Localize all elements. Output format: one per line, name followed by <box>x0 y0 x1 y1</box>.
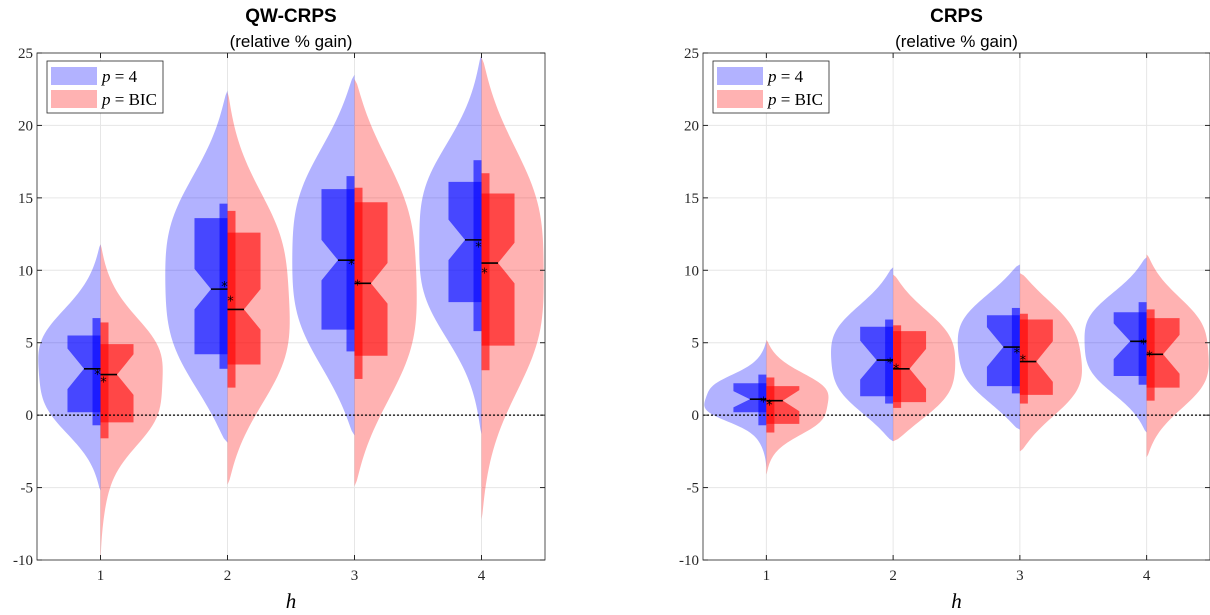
box <box>1113 312 1147 377</box>
series-pbic: **** <box>100 57 544 560</box>
violin-half <box>957 264 1020 430</box>
mean-marker: * <box>221 280 228 295</box>
mean-marker: * <box>481 267 488 282</box>
plot-area <box>703 53 1210 560</box>
legend-swatch <box>717 67 763 85</box>
violin-half <box>766 339 829 475</box>
legend-box <box>712 60 830 114</box>
mean-marker: * <box>1146 349 1153 364</box>
mean-marker: * <box>760 396 767 411</box>
mean-marker: * <box>1020 354 1027 369</box>
mean-marker: * <box>94 368 101 383</box>
box <box>860 326 894 397</box>
violin-half <box>38 244 101 491</box>
x-tick-label: 4 <box>478 568 486 584</box>
box <box>448 181 482 303</box>
mean-marker: * <box>354 278 361 293</box>
chart-subtitle: (relative % gain) <box>895 32 1018 51</box>
series-p4: **** <box>704 257 1147 468</box>
violin-half <box>292 74 355 436</box>
legend-label: p = BIC <box>767 90 823 109</box>
mean-marker: * <box>1140 338 1147 353</box>
legend: p = 4 p = BIC <box>46 60 164 114</box>
mean-marker: * <box>227 294 234 309</box>
violin-half <box>1146 254 1209 458</box>
y-tick-label: 5 <box>26 336 34 352</box>
box <box>1146 318 1180 388</box>
violin-half <box>831 267 894 442</box>
axes-frame <box>36 52 546 561</box>
box <box>67 335 101 413</box>
x-axis-label: h <box>951 589 962 613</box>
violin-half <box>419 54 482 434</box>
mean-marker: * <box>475 241 482 256</box>
mean-marker: * <box>100 375 107 390</box>
x-axis-label: h <box>286 589 297 613</box>
x-tick-label: 3 <box>351 568 359 584</box>
box <box>986 315 1020 387</box>
mean-marker: * <box>348 258 355 273</box>
y-tick-label: 20 <box>18 118 33 134</box>
box <box>1019 319 1053 395</box>
box <box>893 331 927 403</box>
series-pbic: **** <box>766 254 1209 475</box>
box <box>354 202 388 356</box>
mean-marker: * <box>887 357 894 372</box>
y-tick-label: -10 <box>679 553 699 569</box>
violin-half <box>1019 273 1082 452</box>
legend-label: p = BIC <box>101 90 157 109</box>
y-tick-label: 25 <box>18 46 33 62</box>
box <box>194 218 228 355</box>
mean-marker: * <box>766 399 773 414</box>
y-tick-label: 25 <box>684 46 699 62</box>
x-tick-label: 3 <box>1016 568 1024 584</box>
chart-title: QW-CRPS <box>245 6 336 27</box>
violin-half <box>354 79 417 487</box>
mean-marker: * <box>893 362 900 377</box>
y-tick-label: 0 <box>26 408 34 424</box>
x-tick-label: 1 <box>97 568 105 584</box>
y-tick-label: 5 <box>692 336 700 352</box>
violin-half <box>704 341 767 468</box>
x-tick-label: 1 <box>763 568 771 584</box>
y-tick-label: 0 <box>692 408 700 424</box>
x-tick-label: 2 <box>889 568 897 584</box>
legend-swatch <box>717 90 763 108</box>
y-tick-label: -10 <box>13 553 33 569</box>
box <box>766 386 800 424</box>
series-p4: **** <box>38 54 482 491</box>
plot-area <box>37 53 545 560</box>
x-tick-label: 4 <box>1143 568 1151 584</box>
y-tick-label: 20 <box>684 118 699 134</box>
y-tick-label: 15 <box>684 191 699 207</box>
legend: p = 4 p = BIC <box>712 60 830 114</box>
box <box>227 232 261 365</box>
box <box>481 193 515 346</box>
y-tick-label: 10 <box>684 263 699 279</box>
legend-label: p = 4 <box>101 67 138 86</box>
y-tick-label: 15 <box>18 191 33 207</box>
chart-title: CRPS <box>930 6 983 27</box>
axes-frame <box>702 52 1210 561</box>
box <box>100 344 134 423</box>
violin-half <box>1084 257 1147 433</box>
box <box>733 383 767 413</box>
y-tick-label: 10 <box>18 263 33 279</box>
legend-box <box>46 60 164 114</box>
y-tick-label: -5 <box>687 481 700 497</box>
legend-swatch <box>51 67 97 85</box>
chart-subtitle: (relative % gain) <box>230 32 353 51</box>
legend-swatch <box>51 90 97 108</box>
mean-marker: * <box>1014 346 1021 361</box>
x-tick-label: 2 <box>224 568 232 584</box>
y-tick-label: -5 <box>21 481 34 497</box>
legend-label: p = 4 <box>767 67 804 86</box>
